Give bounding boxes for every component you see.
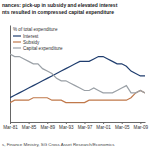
x-tick-mark <box>84 122 85 124</box>
source: s, Finance Ministry, SG Cross Asset Rese… <box>2 142 115 147</box>
y-axis-line <box>10 26 11 123</box>
legend-label: Subsidy <box>23 40 40 45</box>
series-line <box>10 54 145 93</box>
x-tick-label: Mar-81 <box>3 125 18 130</box>
x-tick: Mar-85 <box>22 122 37 130</box>
y-label: % of total expenditure <box>13 27 58 32</box>
x-tick: Mar-09 <box>134 122 149 130</box>
x-axis-line <box>11 122 146 123</box>
x-tick-mark <box>140 122 141 124</box>
title: nts resulted in compressed capital expen… <box>2 9 114 15</box>
y-axis <box>10 26 11 123</box>
x-tick: Mar-97 <box>78 122 93 130</box>
x-tick: Mar-93 <box>59 122 74 130</box>
legend: InterestSubsidyCapital expenditure <box>13 34 63 51</box>
x-axis: Mar-81 Mar-85Mar-89 Mar-93 Mar-97Mar-01 Mar-… <box>3 122 148 130</box>
legend-entry: Interest <box>13 34 39 39</box>
x-tick-label: Mar-09 <box>134 125 149 130</box>
x-tick-mark <box>103 122 104 124</box>
x-tick-mark <box>29 122 30 124</box>
legend-swatch <box>13 35 21 36</box>
x-tick-label: Mar-01 <box>96 125 111 130</box>
x-tick: Mar-89 <box>40 122 55 130</box>
series-group <box>10 54 145 103</box>
x-tick-label: Mar-93 <box>59 125 74 130</box>
x-tick-label: Mar-85 <box>22 125 37 130</box>
legend-label: Capital expenditure <box>23 46 63 51</box>
x-tick: Mar-81 <box>3 122 18 130</box>
legend-entry: Subsidy <box>13 40 40 45</box>
x-tick-label: Mar-89 <box>40 125 55 130</box>
legend-swatch <box>13 47 21 48</box>
x-tick-mark <box>122 122 123 124</box>
x-tick-label: Mar-97 <box>78 125 93 130</box>
plot: Mar-81 Mar-85Mar-89 Mar-93 Mar-97Mar-01 Mar-… <box>3 26 148 130</box>
chart: nances: pick-up in subsidy and elevated … <box>0 0 150 150</box>
legend-label: Interest <box>23 34 39 39</box>
legend-swatch <box>13 41 21 42</box>
title: nances: pick-up in subsidy and elevated … <box>2 2 118 8</box>
x-tick-label: Mar-05 <box>115 125 130 130</box>
x-tick: Mar-05 <box>115 122 130 130</box>
x-tick: Mar-01 <box>96 122 111 130</box>
series-line <box>10 90 145 102</box>
x-tick-mark <box>66 122 67 124</box>
legend-entry: Capital expenditure <box>13 46 63 51</box>
x-tick-mark <box>47 122 48 124</box>
